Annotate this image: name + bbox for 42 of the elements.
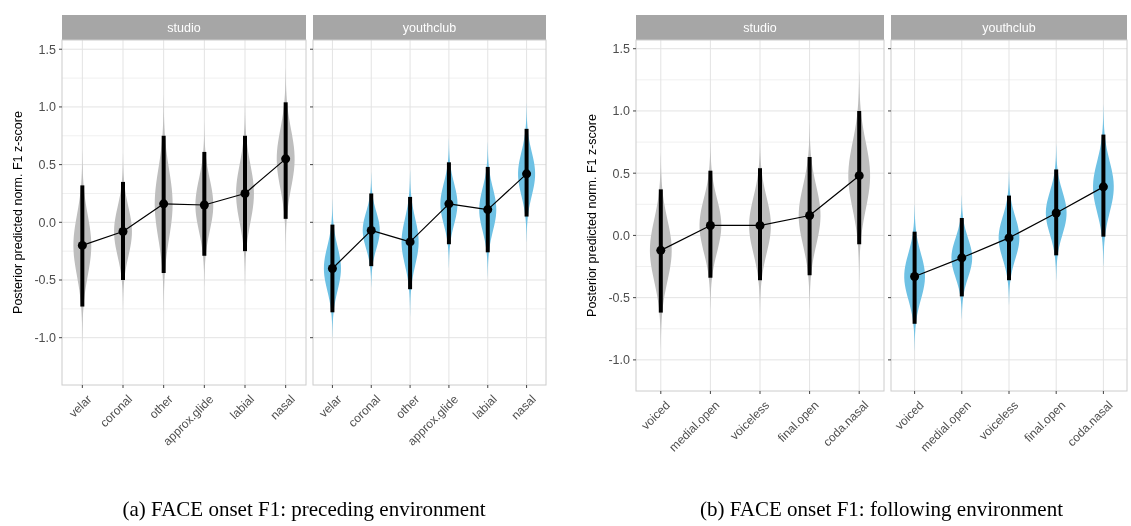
point (1004, 233, 1014, 243)
point (957, 253, 967, 263)
point (159, 199, 169, 209)
point (199, 200, 209, 210)
text: (a) FACE onset F1: preceding environment (122, 497, 486, 521)
y-tick-label: 1.0 (612, 104, 631, 119)
point (522, 169, 532, 179)
point (77, 240, 87, 250)
y-axis-title: Posterior predicted norm. F1 z-score (585, 114, 599, 317)
point (1098, 182, 1108, 192)
y-tick-label: 0.5 (612, 166, 631, 181)
point (755, 220, 765, 230)
point (327, 263, 337, 273)
y-tick-label: 1.5 (38, 42, 57, 57)
y-tick-label: 1.5 (612, 42, 631, 57)
y-axis-title: Posterior predicted norm. F1 z-score (11, 111, 25, 314)
point (281, 154, 291, 164)
y-tick-label: -1.0 (608, 353, 631, 368)
point (444, 199, 454, 209)
point (705, 220, 715, 230)
y-tick-label: 0.0 (38, 215, 57, 230)
point (805, 211, 815, 220)
point (910, 271, 920, 281)
y-tick-label: -1.0 (34, 331, 57, 346)
point (366, 225, 376, 235)
point (483, 205, 493, 215)
y-tick-label: -0.5 (34, 273, 57, 288)
point (240, 188, 250, 198)
chart-title: studio (167, 21, 201, 35)
chart-title: studio (743, 21, 777, 35)
y-tick-label: 0.5 (38, 157, 57, 172)
chart-title: youthclub (982, 21, 1036, 35)
point (854, 171, 864, 181)
text: (b) FACE onset F1: following environment (700, 497, 1064, 521)
chart-title: youthclub (402, 21, 457, 35)
point (405, 237, 415, 247)
y-tick-label: 0.0 (612, 228, 631, 243)
y-tick-label: 1.0 (38, 100, 57, 115)
point (656, 245, 666, 255)
point (118, 227, 128, 237)
point (1051, 208, 1061, 218)
y-tick-label: -0.5 (608, 291, 631, 306)
